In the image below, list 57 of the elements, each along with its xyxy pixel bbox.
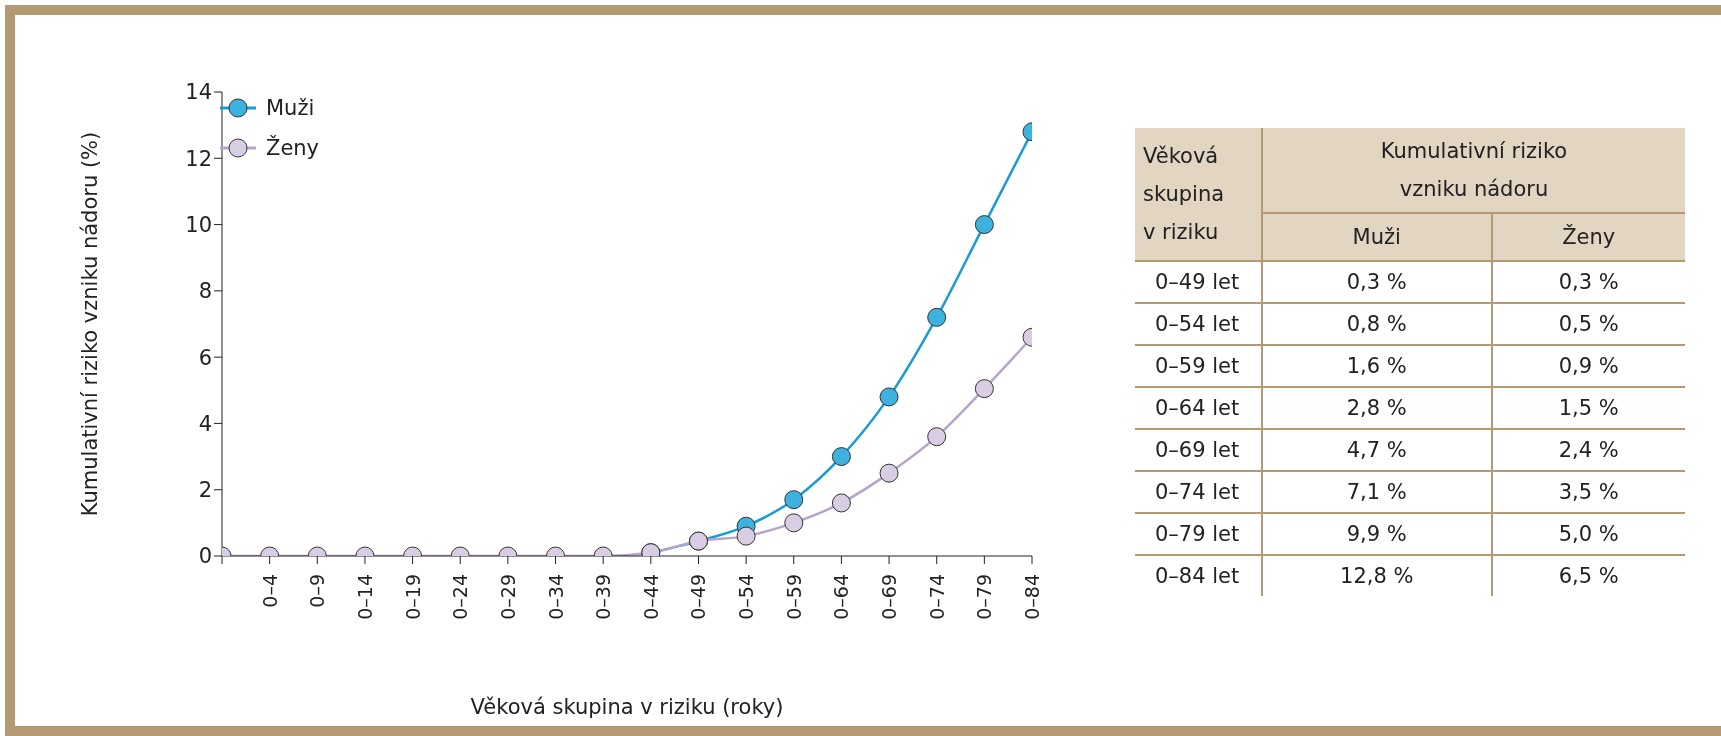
- x-tick-label: 0–59: [782, 574, 805, 620]
- x-tick-label: 0–69: [878, 574, 901, 620]
- data-label: 12,8 %: [1262, 555, 1492, 596]
- data-label: 5,0 %: [1557, 521, 1620, 548]
- x-tick-label: 0–64: [830, 574, 853, 620]
- text: Věková skupina v riziku: [1143, 143, 1226, 246]
- x-tick-label: 0–4: [258, 574, 281, 608]
- y-tick-label: 12: [185, 146, 212, 171]
- legend-label: Ženy: [266, 136, 320, 160]
- x-axis-title: Věková skupina v riziku (roky): [470, 695, 784, 719]
- data-label: 6,5 %: [1557, 563, 1620, 590]
- data-label: 0,9 %: [1557, 353, 1620, 380]
- category-label: 0–79 let: [1135, 513, 1262, 555]
- text: Ženy: [1491, 213, 1685, 261]
- x-tick-label: 0–79: [973, 574, 996, 620]
- category-label: 0–59 let: [1135, 345, 1262, 387]
- data-label: 2,4 %: [1557, 437, 1620, 464]
- data-label: 0,3 %: [1557, 269, 1620, 296]
- legend-label: Muži: [266, 96, 315, 120]
- x-tick-label: 0–24: [449, 574, 472, 620]
- data-label: 1,6 %: [1262, 345, 1492, 387]
- x-tick-label: 0–29: [496, 574, 519, 620]
- data-label: 3,5 %: [1557, 479, 1620, 506]
- x-tick-label: 0–84: [1021, 574, 1043, 620]
- y-axis-title: Kumulativní riziko vzniku nádoru (%): [78, 131, 103, 517]
- data-label: 0,8 %: [1262, 303, 1492, 345]
- data-label: 4,7 %: [1262, 429, 1492, 471]
- data-label: 0,3 %: [1262, 261, 1492, 303]
- y-tick-label: 2: [198, 478, 212, 503]
- text: Kumulativní riziko vzniku nádoru: [1379, 138, 1569, 203]
- data-label: 7,1 %: [1262, 471, 1492, 513]
- y-tick-label: 14: [185, 80, 212, 105]
- data-label: 2,8 %: [1262, 387, 1492, 429]
- y-tick-label: 10: [185, 213, 212, 238]
- data-label: 9,9 %: [1262, 513, 1492, 555]
- category-label: 0–54 let: [1135, 303, 1262, 345]
- x-tick-label: 0–49: [687, 574, 710, 620]
- y-tick-label: 6: [198, 345, 212, 370]
- x-tick-label: 0–74: [925, 574, 948, 620]
- y-tick-label: 0: [198, 544, 212, 569]
- category-label: 0–74 let: [1135, 471, 1262, 513]
- category-label: 0–69 let: [1135, 429, 1262, 471]
- category-label: 0–84 let: [1135, 555, 1262, 596]
- x-tick-label: 0–39: [592, 574, 615, 620]
- text: Muži: [1262, 213, 1492, 261]
- x-tick-label: 0–54: [735, 574, 758, 620]
- y-tick-label: 8: [198, 279, 212, 304]
- category-label: 0–64 let: [1135, 387, 1262, 429]
- x-tick-label: 0–34: [544, 574, 567, 620]
- y-tick-label: 4: [198, 411, 212, 436]
- category-label: 0–49 let: [1135, 261, 1262, 303]
- x-tick-label: 0–14: [353, 574, 376, 620]
- data-label: 1,5 %: [1557, 395, 1620, 422]
- x-tick-label: 0–19: [401, 574, 424, 620]
- data-label: 0,5 %: [1557, 311, 1620, 338]
- x-tick-label: 0–9: [306, 574, 329, 608]
- x-tick-label: 0–44: [639, 574, 662, 620]
